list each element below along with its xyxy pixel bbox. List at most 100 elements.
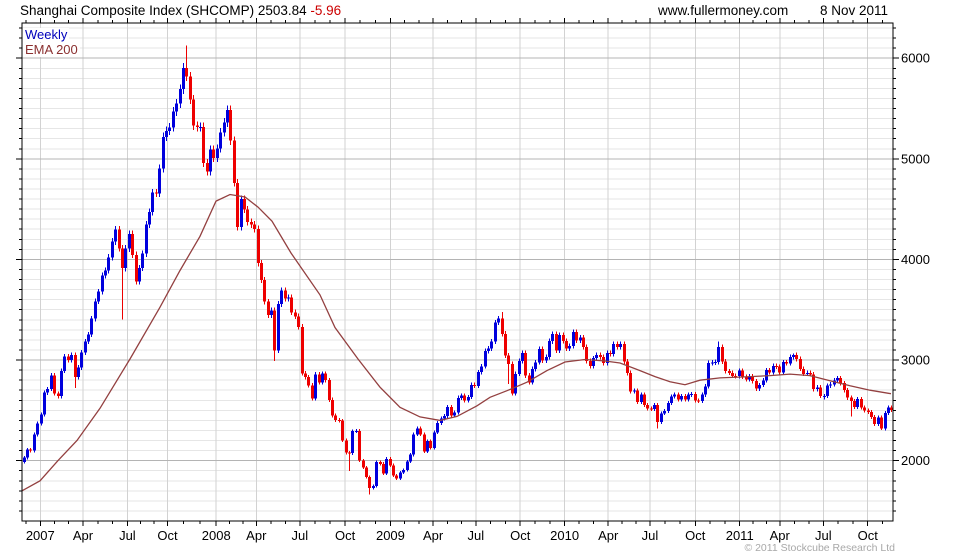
- time-tick-label: Apr: [770, 528, 791, 543]
- candle-body: [599, 354, 602, 357]
- candle-body: [131, 233, 134, 255]
- candle-body: [26, 449, 29, 458]
- candle-body: [450, 406, 453, 416]
- candle-body: [541, 349, 544, 361]
- candle-body: [877, 417, 880, 424]
- candle-body: [185, 67, 188, 77]
- candle-body: [795, 355, 798, 360]
- candle-body: [84, 341, 87, 353]
- legend-weekly-label: Weekly: [23, 27, 70, 42]
- chart-date: 8 Nov 2011: [820, 3, 889, 18]
- candle-body: [57, 393, 60, 397]
- candle-body: [558, 335, 561, 351]
- time-tick-label: Apr: [598, 528, 619, 543]
- time-axis: 2007 Apr Jul Oct 2008 Apr Jul Oct 2009 Apr Jul Oct 2…: [25, 18, 884, 543]
- price-tick-label: 6000: [901, 51, 930, 66]
- candle-body: [212, 149, 215, 159]
- candle-body: [460, 395, 463, 398]
- candle-body: [477, 372, 480, 386]
- candle-body: [690, 393, 693, 395]
- candle-body: [480, 366, 483, 373]
- time-tick-label: Apr: [73, 528, 94, 543]
- candle-body: [734, 375, 737, 377]
- candle-body: [762, 380, 765, 385]
- price-tick-label: 2000: [901, 453, 930, 468]
- candle-body: [389, 458, 392, 466]
- candle-body: [887, 407, 890, 414]
- time-tick-label: Oct: [157, 528, 178, 543]
- time-tick-label: Apr: [246, 528, 267, 543]
- candle-body: [612, 344, 615, 355]
- candle-body: [74, 355, 77, 378]
- candle-body: [304, 373, 307, 378]
- candle-body: [141, 253, 144, 269]
- candle-body: [453, 412, 456, 416]
- candle-body: [399, 472, 402, 479]
- candle-body: [782, 362, 785, 373]
- candle-body: [416, 428, 419, 435]
- candle-body: [60, 370, 63, 397]
- candle-body: [501, 318, 504, 334]
- candle-body: [521, 353, 524, 362]
- candle-body: [650, 408, 653, 410]
- candle-body: [67, 356, 70, 361]
- candle-body: [636, 390, 639, 402]
- candle-body: [392, 465, 395, 476]
- candle-body: [270, 310, 273, 316]
- candle-body: [290, 297, 293, 313]
- candle-body: [23, 457, 26, 463]
- candle-body: [623, 343, 626, 362]
- candle-body: [209, 149, 212, 172]
- candle-body: [873, 417, 876, 424]
- candle-body: [518, 361, 521, 374]
- candle-body: [534, 362, 537, 369]
- candle-body: [50, 375, 53, 390]
- candle-body: [219, 132, 222, 149]
- candle-body: [548, 341, 551, 358]
- candle-body: [490, 341, 493, 349]
- candle-body: [531, 368, 534, 383]
- candle-body: [172, 111, 175, 128]
- candle-body: [294, 312, 297, 317]
- candle-body: [104, 270, 107, 276]
- candle-body: [890, 407, 893, 410]
- candle-body: [704, 386, 707, 395]
- candle-body: [240, 199, 243, 228]
- candle-body: [721, 347, 724, 362]
- candle-body: [731, 372, 734, 376]
- candle-body: [775, 365, 778, 367]
- candle-body: [287, 297, 290, 299]
- candle-body: [229, 110, 232, 141]
- candle-body: [724, 361, 727, 372]
- price-tick-label: 4000: [901, 252, 930, 267]
- candle-body: [70, 355, 73, 361]
- price-axis: 2000 3000 4000 5000 6000: [16, 27, 930, 512]
- candle-body: [77, 367, 80, 378]
- candle-body: [206, 163, 209, 172]
- candle-body: [853, 400, 856, 407]
- candle-body: [196, 125, 199, 128]
- candle-body: [348, 452, 351, 454]
- candle-body: [789, 357, 792, 364]
- time-tick-label: 2009: [376, 528, 405, 543]
- candle-body: [839, 378, 842, 384]
- candle-body: [257, 229, 260, 264]
- candle-body: [29, 449, 32, 451]
- candle-body: [429, 441, 432, 448]
- candle-body: [646, 405, 649, 409]
- candle-body: [351, 431, 354, 454]
- candle-body: [324, 373, 327, 381]
- candle-body: [633, 390, 636, 392]
- candle-body: [748, 376, 751, 380]
- plot-area: [21, 22, 894, 522]
- price-change: -5.96: [310, 3, 342, 18]
- candle-body: [162, 136, 165, 169]
- candle-body: [863, 407, 866, 411]
- candle-body: [145, 224, 148, 254]
- price-tick-label: 5000: [901, 151, 930, 166]
- candle-body: [568, 345, 571, 349]
- candle-body: [182, 67, 185, 90]
- candle-body: [121, 248, 124, 269]
- candle-body: [473, 384, 476, 386]
